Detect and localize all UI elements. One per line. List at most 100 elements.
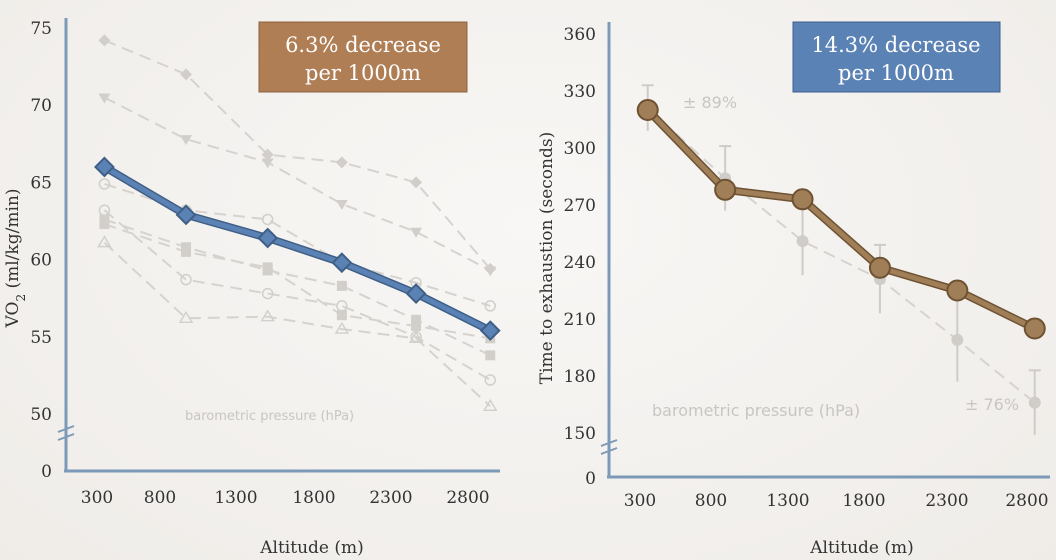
background-marker — [261, 287, 274, 300]
data-point — [946, 279, 969, 302]
annotation-line-2: per 1000m — [305, 61, 421, 85]
y-axis-title: Time to exhaustion (seconds) — [537, 132, 557, 384]
data-point — [868, 256, 891, 279]
y-tick-label: 70 — [30, 96, 52, 116]
background-marker — [181, 246, 192, 257]
background-marker — [335, 200, 348, 211]
x-tick-label: 2300 — [925, 491, 968, 511]
background-marker — [334, 321, 350, 334]
background-marker — [484, 300, 497, 312]
background-marker — [336, 310, 347, 321]
data-point — [405, 283, 427, 304]
faded-pressure-label: barometric pressure (hPa) — [185, 409, 354, 424]
y-tick-label: 60 — [30, 251, 52, 271]
background-marker — [180, 68, 193, 81]
background-marker — [98, 93, 111, 104]
data-point — [714, 178, 737, 201]
main-series — [94, 156, 501, 342]
axes — [600, 22, 1050, 479]
background-series-line — [103, 241, 491, 408]
background-marker — [98, 204, 111, 216]
background-marker — [483, 398, 498, 411]
background-marker — [484, 266, 497, 277]
data-point — [175, 204, 197, 226]
data-point — [636, 99, 659, 121]
y-tick-label: 360 — [564, 25, 596, 45]
y-tick-label: 180 — [564, 367, 596, 387]
y-tick-labels: 0 150 180 210 240 270 300 330 360 — [564, 25, 596, 489]
y-tick-label: 55 — [30, 328, 52, 348]
y-tick-label: 240 — [564, 253, 596, 273]
annotation-box: 6.3% decrease per 1000m — [258, 21, 468, 93]
background-marker — [411, 314, 422, 325]
background-series-line — [647, 107, 1036, 404]
x-tick-label: 300 — [81, 488, 113, 508]
y-tick-label: 0 — [41, 462, 52, 482]
x-tick-label: 1300 — [766, 491, 809, 511]
data-point — [94, 156, 115, 178]
x-axis-title: Altitude (m) — [259, 538, 364, 558]
y-tick-label: 300 — [564, 139, 596, 159]
background-marker — [97, 235, 112, 248]
annotation-line-1: 14.3% decrease — [811, 33, 980, 57]
axis-break-marker — [600, 439, 618, 455]
background-marker — [796, 235, 809, 248]
x-tick-label: 1800 — [842, 491, 885, 511]
faded-percent-bottom: ± 76% — [965, 395, 1019, 414]
series-line — [103, 164, 492, 333]
annotation-line-2: per 1000m — [838, 61, 954, 85]
x-tick-label: 800 — [695, 491, 727, 511]
y-tick-label: 330 — [564, 82, 596, 102]
y-tick-label: 270 — [564, 196, 596, 216]
x-tick-label: 1300 — [214, 488, 257, 508]
data-point — [1023, 317, 1046, 340]
background-marker — [180, 135, 193, 146]
background-marker — [410, 227, 423, 238]
background-series-line — [103, 96, 491, 272]
annotation-line-1: 6.3% decrease — [285, 33, 441, 57]
background-marker — [408, 330, 424, 344]
series-line-outline — [644, 107, 1037, 333]
y-axis-title-subscript: 2 — [14, 294, 28, 302]
y-tick-label: 50 — [30, 405, 52, 425]
y-axis-title: VO2 (ml/kg/min) — [3, 189, 28, 329]
background-marker — [336, 300, 348, 312]
faded-percent-top: ± 89% — [683, 93, 737, 112]
background-marker — [484, 374, 497, 386]
background-marker — [335, 156, 348, 169]
y-tick-label: 65 — [30, 173, 52, 193]
background-marker — [1028, 396, 1041, 409]
background-marker — [178, 310, 194, 323]
y-tick-label: 150 — [564, 424, 596, 444]
time-to-exhaustion-chart: ± 89% ± 76% barometric pressure (hPa) 0 1… — [537, 21, 1050, 558]
background-marker — [336, 280, 347, 291]
x-tick-labels: 300 800 1300 1800 2300 2800 — [624, 491, 1049, 511]
data-point — [257, 227, 279, 249]
data-point — [479, 320, 501, 342]
x-axis-title: Altitude (m) — [809, 538, 914, 558]
background-marker — [261, 158, 274, 169]
y-tick-labels: 0 50 55 60 65 70 75 — [30, 19, 52, 482]
vo2-chart: 0 50 55 60 65 70 75 300 800 1300 1800 2300 2800 bar… — [3, 18, 501, 558]
main-series — [636, 99, 1046, 340]
background-series-group — [97, 34, 498, 411]
x-tick-label: 2800 — [1005, 491, 1048, 511]
x-tick-label: 800 — [144, 488, 176, 508]
background-marker — [98, 178, 111, 190]
background-marker — [411, 320, 422, 331]
y-tick-label: 0 — [585, 469, 596, 489]
background-marker — [180, 273, 192, 286]
axis-break-marker — [57, 425, 75, 441]
background-marker — [262, 262, 273, 273]
x-tick-label: 2300 — [369, 488, 412, 508]
y-tick-label: 75 — [30, 19, 52, 39]
background-series-line — [104, 223, 491, 340]
y-tick-label: 210 — [564, 310, 596, 330]
data-point — [791, 188, 814, 211]
series-line — [645, 108, 1036, 331]
background-marker — [410, 176, 423, 189]
axes — [57, 18, 500, 473]
background-series-group — [641, 84, 1041, 435]
background-marker — [260, 309, 275, 322]
background-series-line — [104, 218, 491, 357]
